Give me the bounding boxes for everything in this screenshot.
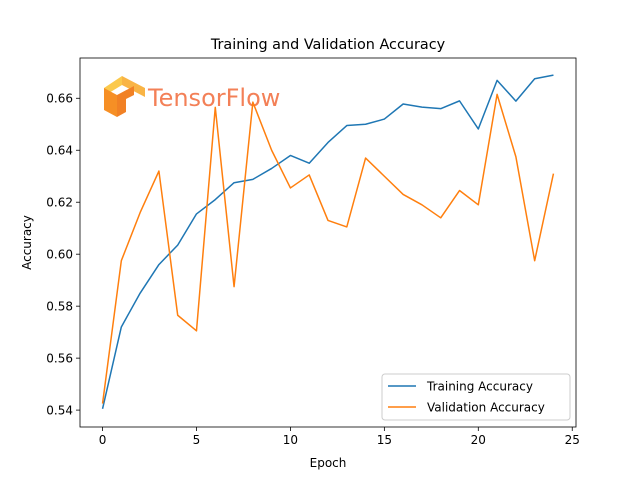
chart-title: Training and Validation Accuracy bbox=[210, 37, 446, 53]
y-tick-label: 0.58 bbox=[46, 299, 73, 313]
y-tick-label: 0.60 bbox=[46, 247, 73, 261]
tensorflow-wordmark: TensorFlow bbox=[147, 84, 280, 112]
legend-box bbox=[381, 373, 571, 421]
x-tick-label: 5 bbox=[193, 433, 201, 447]
x-tick-label: 10 bbox=[283, 433, 298, 447]
x-tick-label: 25 bbox=[565, 433, 580, 447]
series-layer bbox=[101, 74, 555, 409]
x-axis-label: Epoch bbox=[310, 456, 347, 470]
legend-label-training: Training Accuracy bbox=[426, 380, 533, 394]
legend: Training Accuracy Validation Accuracy bbox=[381, 373, 571, 421]
x-tick-label: 15 bbox=[377, 433, 392, 447]
legend-label-validation: Validation Accuracy bbox=[427, 401, 545, 415]
series-line-validation bbox=[101, 93, 555, 404]
y-tick-label: 0.64 bbox=[46, 144, 73, 158]
y-tick-label: 0.56 bbox=[46, 351, 73, 365]
y-tick-label: 0.66 bbox=[46, 92, 73, 106]
x-axis-ticks: 0 5 10 15 20 25 bbox=[99, 427, 580, 447]
tensorflow-watermark: TensorFlow bbox=[104, 76, 280, 117]
x-tick-label: 0 bbox=[99, 433, 107, 447]
y-axis-label: Accuracy bbox=[20, 215, 34, 270]
plot-area bbox=[79, 57, 577, 428]
series-line-training bbox=[101, 74, 554, 409]
y-tick-label: 0.62 bbox=[46, 196, 73, 210]
x-tick-label: 20 bbox=[471, 433, 486, 447]
y-tick-label: 0.54 bbox=[46, 403, 73, 417]
tensorflow-logo-icon bbox=[104, 76, 145, 117]
y-axis-ticks: 0.54 0.56 0.58 0.60 0.62 0.64 0.66 bbox=[46, 92, 80, 417]
